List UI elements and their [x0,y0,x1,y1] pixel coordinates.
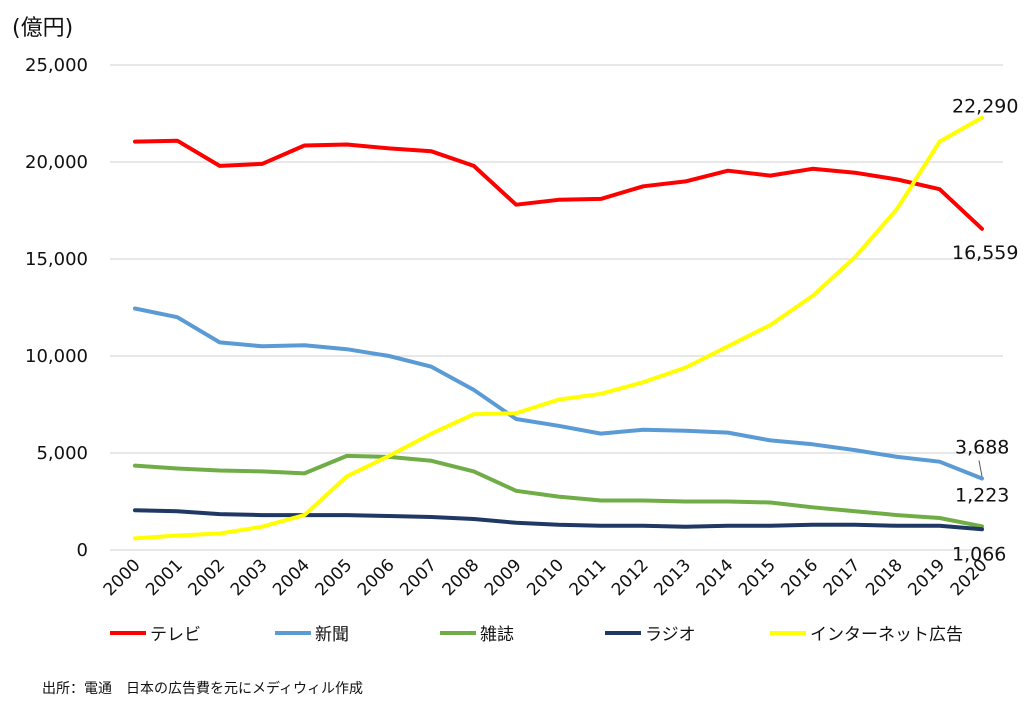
legend-item: インターネット広告 [770,620,1000,645]
legend: テレビ 新聞 雑誌 ラジオ インターネット広告 [110,620,1000,645]
legend-item: 雑誌 [440,620,605,645]
data-label: 22,290 [952,96,1018,118]
y-tick-label: 10,000 [25,346,88,367]
y-tick-label: 25,000 [25,55,88,76]
legend-swatch [275,630,311,635]
x-tick-label: 2006 [354,555,399,600]
legend-label: テレビ [150,625,201,645]
data-label: 16,559 [952,242,1018,264]
legend-label: ラジオ [645,625,696,645]
legend-label: 雑誌 [480,625,514,645]
x-tick-label: 2003 [227,555,272,600]
source-note: 出所：電通 日本の広告費を元にメディウィル作成 [42,681,364,697]
legend-label: 新聞 [315,625,349,645]
data-label: 3,688 [955,436,1009,458]
x-tick-label: 2014 [693,555,738,600]
x-tick-label: 2013 [650,555,695,600]
y-tick-label: 15,000 [25,249,88,270]
x-tick-label: 2011 [566,555,611,600]
y-tick-label: 20,000 [25,152,88,173]
y-axis-unit-label: (億円) [12,16,74,41]
x-tick-label: 2004 [269,555,314,600]
legend-swatch [770,630,806,635]
series-lines [133,115,984,541]
legend-item: テレビ [110,620,275,645]
x-tick-label: 2019 [904,555,949,600]
x-axis-ticks: 2000200120022003200420052006200720082009… [100,555,992,600]
x-tick-label: 2018 [862,555,907,600]
data-label: 1,223 [955,484,1009,506]
x-tick-label: 2001 [142,555,187,600]
data-annotations: 22,290 16,559 3,688 1,223 1,066 [952,96,1018,566]
leader-line [978,460,983,477]
series-line [133,508,984,532]
series-line [133,115,984,541]
gridlines [110,64,1003,551]
x-tick-label: 2010 [523,555,568,600]
legend-item: ラジオ [605,620,770,645]
x-tick-label: 2002 [184,555,229,600]
x-tick-label: 2005 [312,555,357,600]
x-tick-label: 2008 [439,555,484,600]
y-tick-label: 0 [77,540,88,561]
x-tick-label: 2000 [100,555,145,600]
legend-item: 新聞 [275,620,440,645]
data-label: 1,066 [952,543,1006,565]
x-tick-label: 2016 [777,555,822,600]
x-tick-label: 2017 [820,555,865,600]
y-tick-label: 5,000 [36,443,88,464]
legend-swatch [605,630,641,635]
x-tick-label: 2007 [396,555,441,600]
series-line [133,306,984,481]
series-line [133,453,984,529]
x-tick-label: 2015 [735,555,780,600]
legend-label: インターネット広告 [810,625,963,645]
y-axis-ticks: 0 5,000 10,000 15,000 20,000 25,000 [25,55,88,561]
legend-swatch [440,630,476,635]
x-tick-label: 2012 [608,555,653,600]
series-line [133,138,984,231]
legend-swatch [110,630,146,635]
x-tick-label: 2009 [481,555,526,600]
